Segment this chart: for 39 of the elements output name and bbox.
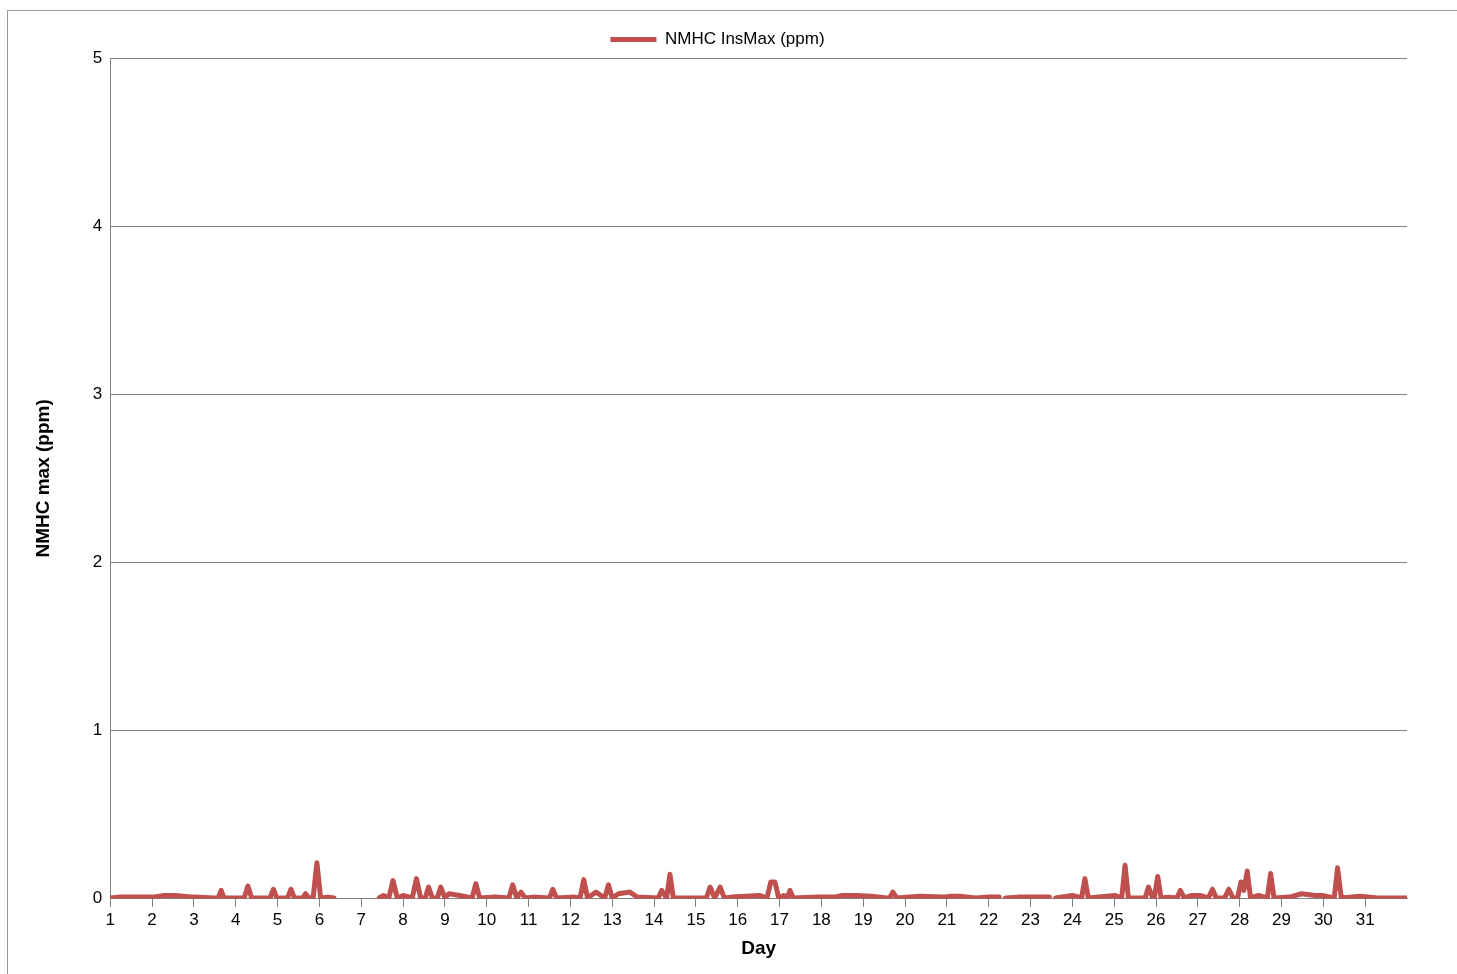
x-tick-label: 28 [1230,909,1250,929]
x-tick-label: 15 [686,909,706,929]
y-tick-label: 4 [92,215,103,235]
x-tick-label: 3 [189,909,199,929]
x-tick-label: 25 [1104,909,1124,929]
x-tick-label: 11 [519,909,538,929]
x-tick-label: 26 [1146,909,1166,929]
x-tick-label: 14 [644,909,664,929]
y-tick-label: 5 [92,47,103,67]
x-tick-label: 17 [770,909,789,929]
x-tick-label: 5 [272,909,283,929]
x-tick-label: 21 [937,909,957,929]
x-tick-label: 2 [147,909,157,929]
x-tick-label: 19 [853,909,873,929]
legend-label: NMHC InsMax (ppm) [664,29,825,49]
x-tick-label: 12 [560,909,580,929]
x-tick-label: 22 [979,909,999,929]
x-tick-label: 24 [1062,909,1082,929]
x-tick-label: 18 [811,909,831,929]
x-tick-label: 7 [356,909,366,929]
y-tick-label: 0 [92,888,103,908]
x-tick-label: 29 [1272,909,1291,929]
x-tick-label: 9 [440,909,450,929]
x-tick-label: 30 [1313,909,1333,929]
y-tick-label: 1 [92,720,103,740]
x-tick-label: 23 [1021,909,1040,929]
x-tick-label: 31 [1355,909,1375,929]
y-tick-label: 3 [92,384,103,404]
x-tick-label: 27 [1188,909,1208,929]
x-tick-label: 13 [602,909,622,929]
y-tick-label: 2 [92,552,103,572]
x-tick-label: 6 [314,909,325,929]
x-tick-label: 4 [231,909,241,929]
x-axis-title: Day [741,936,777,958]
x-tick-label: 16 [728,909,748,929]
x-tick-label: 8 [398,909,408,929]
x-tick-label: 10 [477,909,497,929]
y-axis-title: NMHC max (ppm) [31,399,53,558]
x-tick-label: 20 [895,909,915,929]
